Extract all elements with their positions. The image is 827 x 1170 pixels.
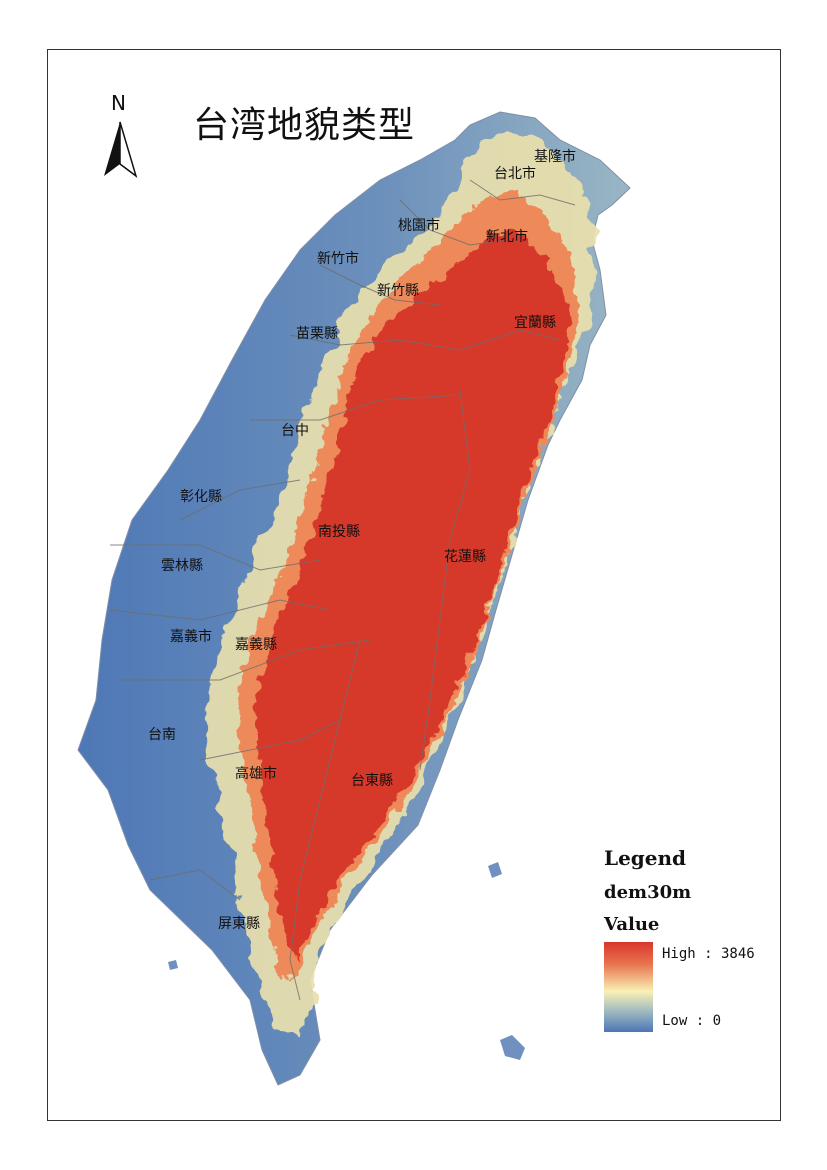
islet	[168, 960, 178, 970]
city-label: 台東縣	[351, 773, 393, 789]
city-label: 花蓮縣	[444, 549, 486, 565]
islet	[500, 1035, 525, 1060]
city-label: 桃園市	[398, 218, 440, 234]
city-label: 嘉義市	[170, 629, 212, 645]
legend-low-label: Low : 0	[662, 1013, 722, 1029]
city-label: 台南	[148, 727, 176, 743]
map-title: 台湾地貌类型	[193, 105, 416, 146]
city-label: 嘉義縣	[235, 637, 277, 653]
legend: Legend dem30m Value High : 3846 Low : 0	[604, 846, 755, 1032]
north-arrow-icon	[104, 121, 138, 178]
central-range	[254, 230, 570, 960]
legend-field-name: Value	[604, 914, 660, 935]
city-label: 彰化縣	[180, 489, 222, 505]
elevation-color-ramp	[604, 942, 653, 1032]
city-label: 新竹縣	[377, 283, 419, 299]
city-label: 雲林縣	[161, 558, 203, 574]
map-frame	[47, 49, 781, 1121]
legend-layer-name: dem30m	[604, 882, 692, 903]
city-label: 台中	[281, 423, 309, 439]
city-label: 基隆市	[534, 149, 576, 165]
city-label: 新北市	[486, 229, 528, 245]
county-boundaries	[109, 179, 576, 1001]
legend-title: Legend	[604, 846, 687, 870]
city-label: 苗栗縣	[296, 326, 338, 342]
city-label: 屏東縣	[218, 916, 260, 932]
city-label: 新竹市	[317, 251, 359, 267]
city-label: 高雄市	[235, 766, 277, 782]
city-label: 南投縣	[318, 524, 360, 540]
north-label: N	[111, 91, 126, 115]
city-label: 台北市	[494, 166, 536, 182]
islet	[488, 862, 502, 878]
city-label: 宜蘭縣	[514, 315, 556, 331]
legend-high-label: High : 3846	[662, 946, 755, 962]
